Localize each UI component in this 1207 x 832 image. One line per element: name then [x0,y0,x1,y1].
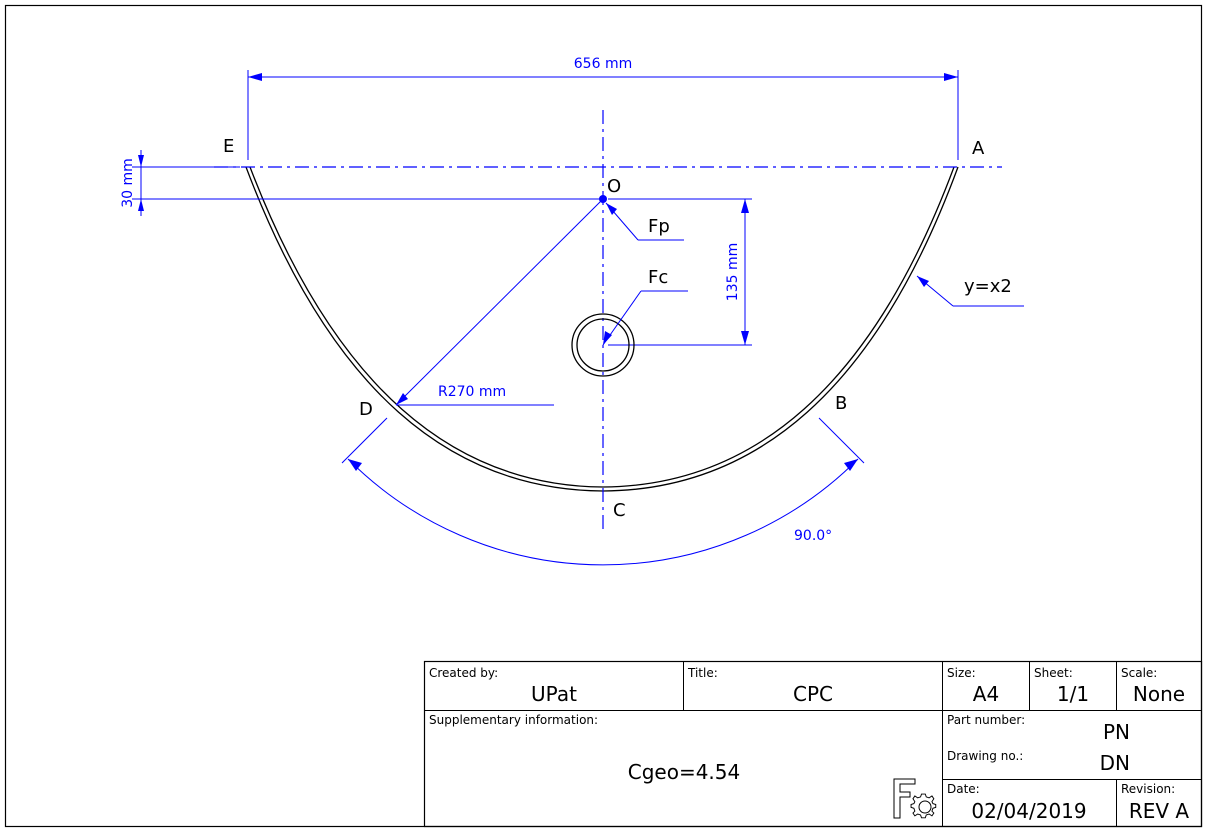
curve-label: y=x2 [964,276,1012,297]
title-label: Title: [687,666,718,680]
fp-label: Fp [648,216,670,237]
scale-value[interactable]: None [1133,682,1185,706]
point-a-label: A [972,138,985,159]
fp-callout[interactable]: Fp [605,202,684,241]
created-by-label: Created by: [429,666,498,680]
height-dimension-text: 135 mm [725,243,741,301]
freecad-logo-icon [893,778,937,819]
width-dimension-text: 656 mm [574,56,632,72]
sheet-value[interactable]: 1/1 [1057,682,1089,706]
title-value[interactable]: CPC [793,682,833,706]
radius-dimension[interactable]: R270 mm [395,198,604,406]
date-label: Date: [947,782,980,796]
part-number-label: Part number: [947,713,1025,727]
size-label: Size: [947,666,976,680]
fc-callout[interactable]: Fc [602,267,688,346]
point-e-label: E [223,136,234,157]
part-number-value[interactable]: PN [1103,720,1130,744]
height-dimension[interactable]: 135 mm [608,198,752,346]
size-value[interactable]: A4 [973,682,999,706]
scale-label: Scale: [1121,666,1157,680]
point-b-label: B [835,393,847,414]
curve-callout[interactable]: y=x2 [916,275,1024,307]
drawing-number-label: Drawing no.: [947,749,1023,763]
sheet-label: Sheet: [1034,666,1073,680]
title-block: Created by: UPat Title: CPC Size: A4 She… [423,660,1203,828]
offset-dimension-text: 30 mm [120,158,136,208]
width-dimension[interactable]: 656 mm [247,56,959,160]
receiver-tube[interactable] [571,313,635,377]
revision-value[interactable]: REV A [1129,799,1190,823]
supplementary-value[interactable]: Cgeo=4.54 [628,760,741,784]
parabola-curve[interactable] [245,166,959,492]
offset-dimension[interactable]: 30 mm [120,150,600,216]
point-c-label: C [613,500,626,521]
point-o-label: O [607,176,621,197]
point-d-label: D [359,399,373,420]
created-by-value[interactable]: UPat [531,682,577,706]
drawing-number-value[interactable]: DN [1100,751,1130,775]
angle-dimension-text: 90.0° [794,528,832,544]
fc-label: Fc [648,267,668,288]
angle-dimension[interactable]: 90.0° [341,417,865,566]
supplementary-label: Supplementary information: [429,713,598,727]
date-value[interactable]: 02/04/2019 [971,799,1086,823]
revision-label: Revision: [1121,782,1175,796]
radius-dimension-text: R270 mm [438,384,506,400]
